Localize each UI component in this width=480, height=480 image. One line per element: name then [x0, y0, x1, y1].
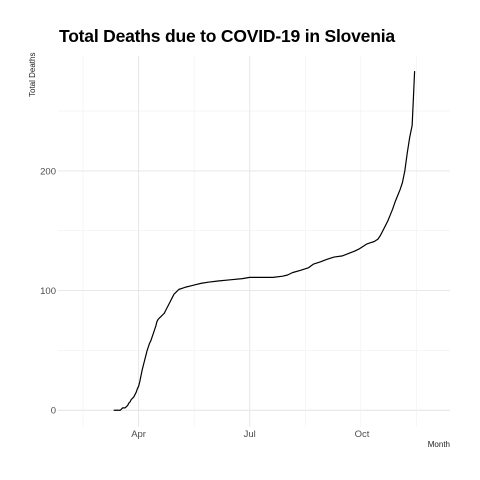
- x-tick-label: Apr: [131, 429, 146, 440]
- y-tick-label: 0: [51, 406, 56, 417]
- chart-title: Total Deaths due to COVID-19 in Slovenia: [59, 26, 395, 46]
- x-tick-label: Oct: [355, 429, 370, 440]
- series-line: [113, 70, 416, 411]
- y-tick-label: 200: [40, 166, 56, 177]
- grid: [58, 56, 450, 427]
- x-axis-label: Month: [427, 440, 450, 449]
- y-tick-labels: 0 100 200: [40, 166, 56, 416]
- series-lines: [113, 70, 416, 411]
- x-tick-labels: Apr Jul Oct: [131, 429, 370, 440]
- x-tick-label: Jul: [244, 429, 256, 440]
- y-tick-label: 100: [40, 286, 56, 297]
